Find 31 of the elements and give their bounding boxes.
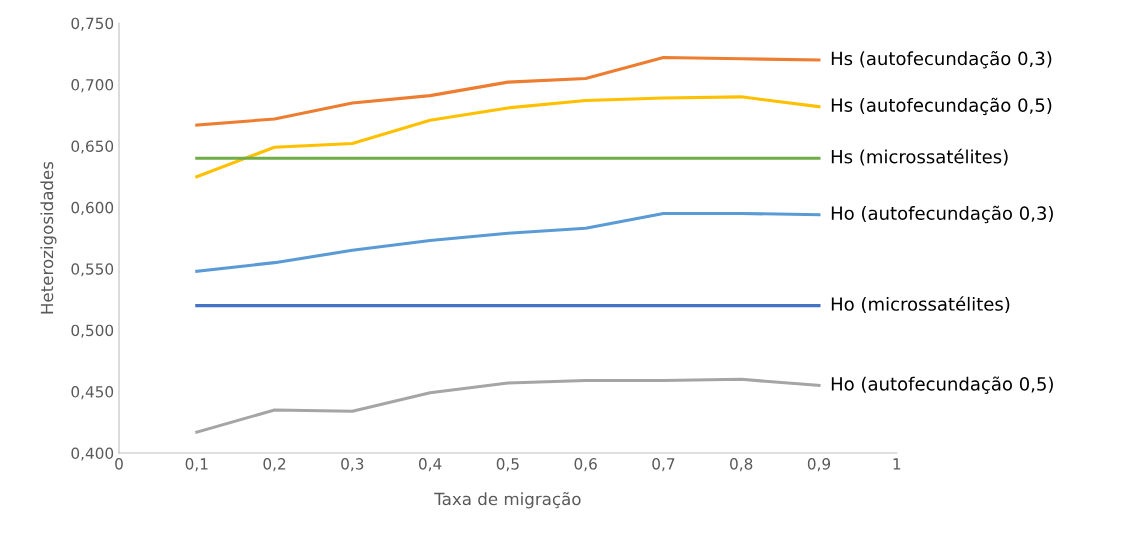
x-tick-label: 0,3 [341,458,364,472]
x-tick-label: 0,7 [652,458,675,472]
series-label: Ho (autofecundação 0,5) [831,376,1053,394]
x-tick-label: 1 [893,458,901,470]
line-series [195,377,821,434]
x-tick-label: 0,6 [574,458,597,472]
x-tick-label: 0,4 [418,458,442,472]
series-label: Hs (autofecundação 0,3) [831,50,1052,69]
y-tick-label: 0,700 [71,79,114,93]
y-tick-label: 0,600 [71,201,114,215]
x-axis-title: Taxa de migração [434,492,581,509]
x-tick-label: 0,1 [185,458,208,472]
series-label: Hs (microssatélites) [831,148,1008,166]
series-label: Ho (microssatélites) [831,296,1010,313]
y-tick-label: 0,400 [71,447,114,461]
x-tick-label: 0,2 [263,458,286,472]
x-tick-label: 0 [115,458,123,470]
series-label: Hs (autofecundação 0,5) [831,97,1052,116]
y-tick-label: 0,750 [71,17,114,31]
y-tick-label: 0,650 [71,140,114,154]
y-tick-label: 0,550 [71,263,114,277]
line-series [195,211,821,273]
y-tick-label: 0,500 [71,324,114,338]
x-tick-label: 0,9 [807,458,831,472]
y-axis-title: Heterozigosidades [40,161,57,314]
x-tick-label: 0,5 [496,458,519,472]
y-tick-label: 0,450 [71,386,114,400]
line-series [195,56,821,127]
series-label: Ho (autofecundação 0,3) [831,205,1053,224]
x-tick-label: 0,8 [730,458,753,472]
line-series [195,95,821,179]
